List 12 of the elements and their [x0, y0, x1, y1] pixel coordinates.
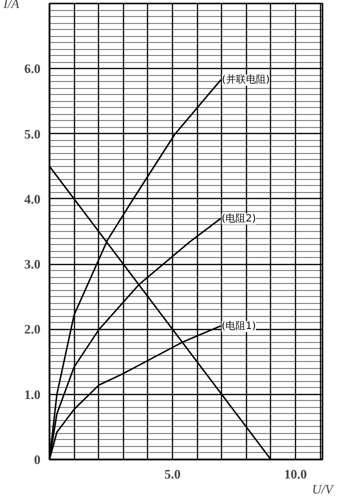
y-tick-label: 4.0: [24, 191, 40, 206]
y-tick-label: 1.0: [24, 386, 40, 402]
x-tick-label: 10.0: [284, 466, 307, 482]
x-axis-title: U/V: [312, 482, 336, 496]
y-tick-label: 2.0: [24, 322, 40, 337]
y-tick-label: 0: [34, 452, 40, 467]
series-label: (电阻1): [222, 320, 256, 332]
y-tick-label: 5.0: [24, 126, 40, 142]
y-tick-label: 3.0: [24, 256, 40, 272]
series-label: (电阻2): [222, 212, 256, 224]
series-label: (并联电阻): [222, 74, 270, 86]
y-tick-label: 6.0: [24, 61, 40, 76]
